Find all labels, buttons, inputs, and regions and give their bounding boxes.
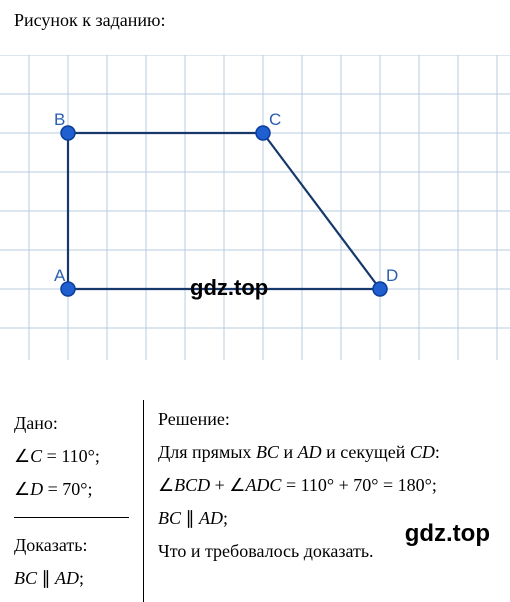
solution-line: Для прямых BC и AD и секущей CD: xyxy=(158,439,440,466)
solution-line: ∠BCD + ∠ADC = 110° + 70° = 180°; xyxy=(158,472,440,499)
given-line: ∠C = 110°; xyxy=(14,443,135,470)
given-line: ∠D = 70°; xyxy=(14,476,135,503)
page-title: Рисунок к заданию: xyxy=(14,10,165,31)
divider xyxy=(14,517,129,518)
solution-column: Решение: Для прямых BC и AD и секущей CD… xyxy=(144,400,440,602)
diagram-svg: A B C D xyxy=(0,55,510,360)
prove-line: BC ∥ AD; xyxy=(14,565,135,592)
solution-heading: Решение: xyxy=(158,406,440,433)
given-column: Дано: ∠C = 110°; ∠D = 70°; Доказать: BC … xyxy=(14,400,144,602)
given-heading: Дано: xyxy=(14,410,135,437)
svg-text:A: A xyxy=(54,266,66,285)
solution-line: Что и требовалось доказать. xyxy=(158,538,440,565)
proof-area: Дано: ∠C = 110°; ∠D = 70°; Доказать: BC … xyxy=(14,400,440,602)
watermark-bottom: gdz.top xyxy=(405,520,490,548)
svg-text:C: C xyxy=(269,110,281,129)
svg-text:D: D xyxy=(386,266,398,285)
diagram-area: A B C D xyxy=(0,55,510,360)
svg-text:B: B xyxy=(54,110,65,129)
solution-line: BC ∥ AD; xyxy=(158,505,440,532)
prove-heading: Доказать: xyxy=(14,532,135,559)
